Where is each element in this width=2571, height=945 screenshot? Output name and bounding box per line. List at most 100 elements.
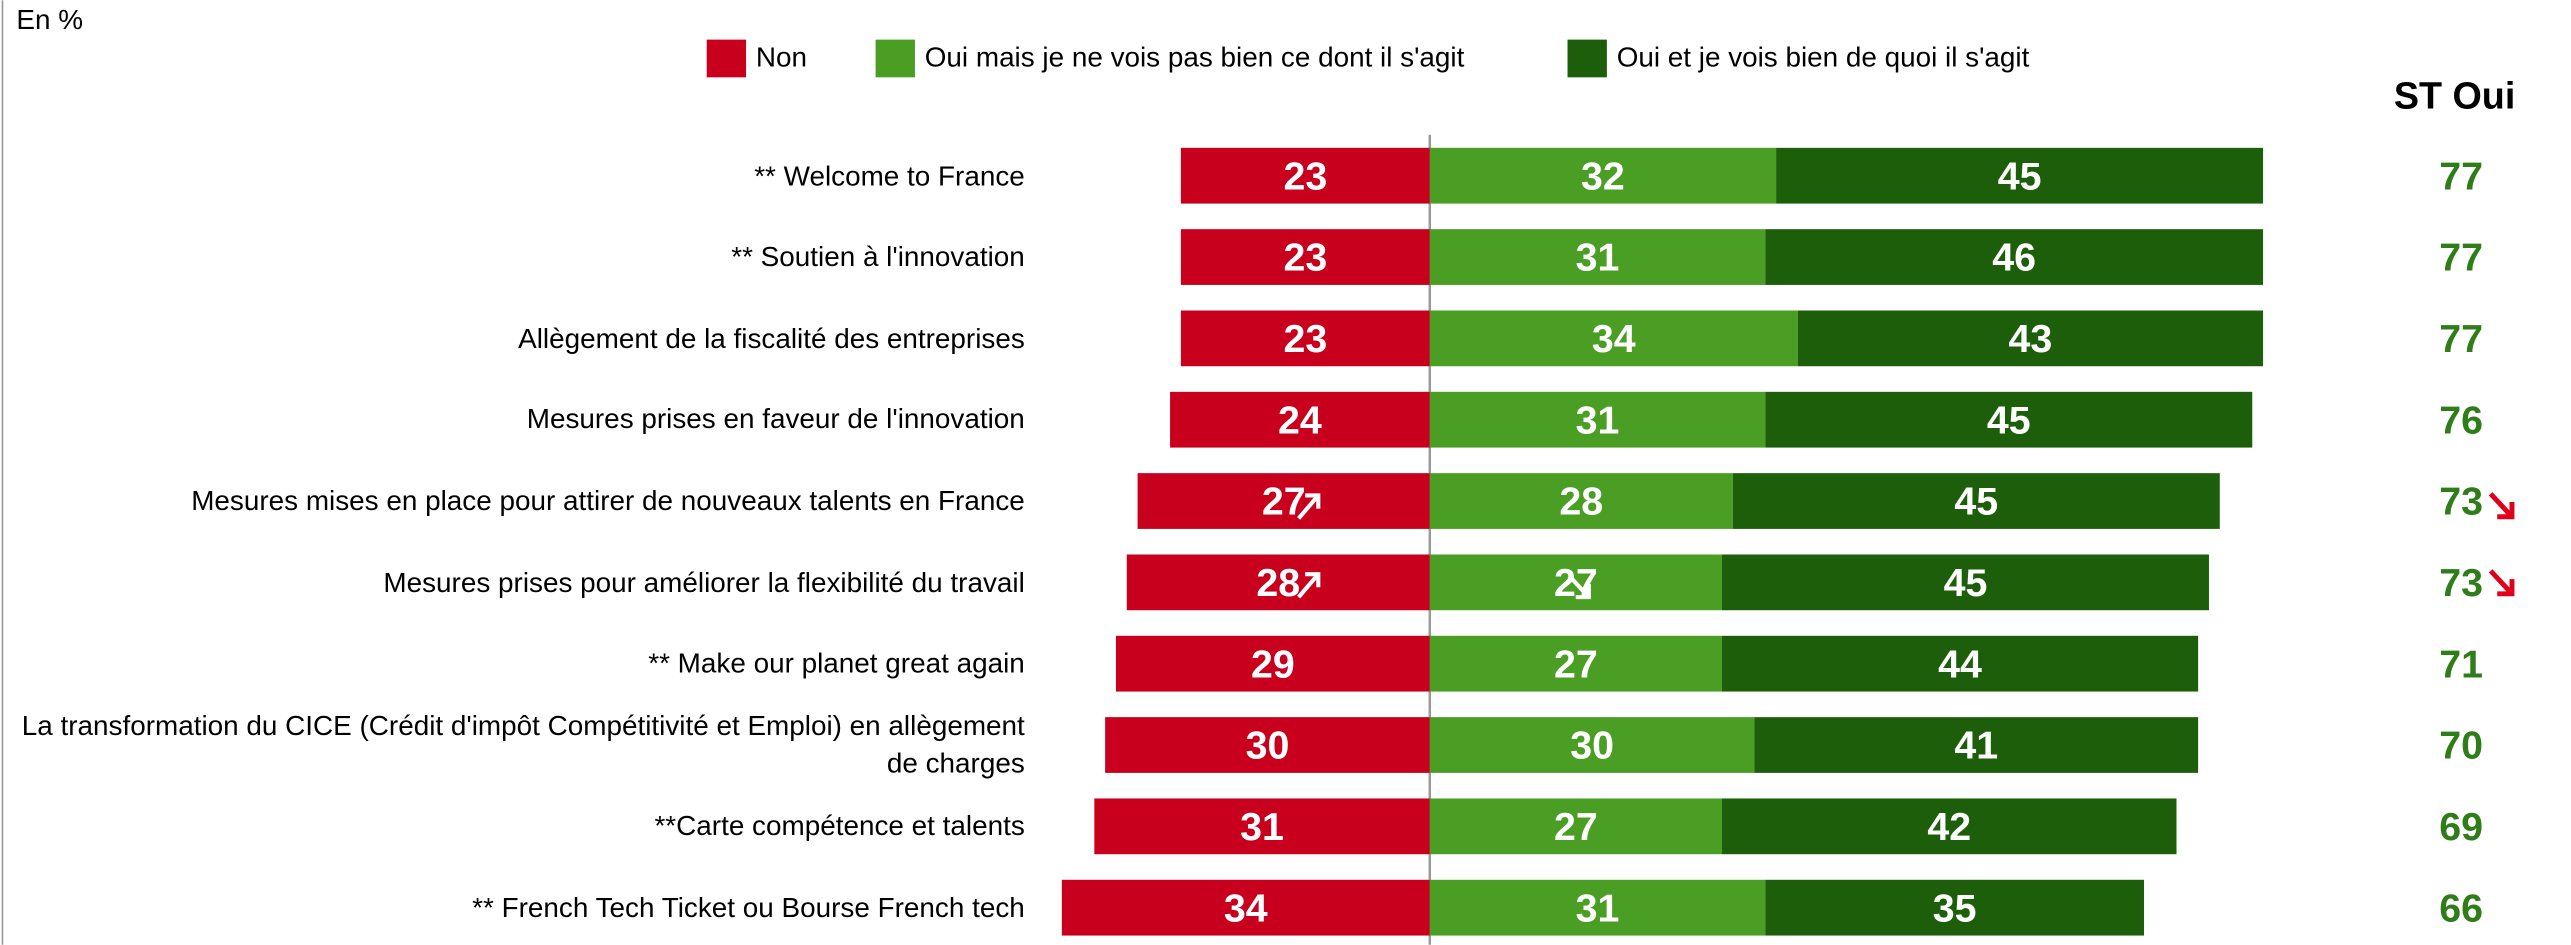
total-label: 73 <box>2439 480 2483 524</box>
total-label: 69 <box>2439 805 2483 849</box>
bar <box>1180 147 1430 204</box>
bar <box>1061 879 1430 936</box>
total-label: 70 <box>2439 724 2483 768</box>
bar <box>1429 310 1798 367</box>
bar <box>1732 473 2220 529</box>
category-label: La transformation du CICE (Crédit d'impô… <box>0 679 1025 810</box>
value-label: 28 <box>1256 561 1300 605</box>
value-label: 44 <box>1938 642 1982 686</box>
bar <box>1429 717 1755 773</box>
value-label: 42 <box>1927 805 1971 849</box>
category-text: ** French Tech Ticket ou Bourse French t… <box>0 842 1025 945</box>
category-text: ** Make our planet great again <box>0 598 1025 729</box>
value-label: 43 <box>2009 317 2053 361</box>
note: En % <box>16 4 83 35</box>
bar <box>1429 473 1733 529</box>
value-label: 45 <box>1944 561 1988 605</box>
category-label: ** Soutien à l'innovation <box>0 191 1025 322</box>
category-text: ** Soutien à l'innovation <box>0 191 1025 322</box>
bar <box>1180 229 1430 285</box>
category-label: Allègement de la fiscalité des entrepris… <box>0 273 1025 404</box>
value-label: 45 <box>1954 480 1998 524</box>
category-label: Mesures prises en faveur de l'innovation <box>0 354 1025 485</box>
bar <box>1126 554 1430 611</box>
value-label: 30 <box>1570 724 1614 768</box>
category-text: ** Welcome to France <box>0 110 1025 241</box>
bar <box>1721 635 2199 692</box>
total-label: 76 <box>2439 398 2483 442</box>
total-label: 77 <box>2439 154 2483 198</box>
bar <box>1721 798 2177 855</box>
category-text: Allègement de la fiscalité des entrepris… <box>0 273 1025 404</box>
category-span: ** Soutien à l'innovation <box>731 241 1025 273</box>
total-label: 77 <box>2439 236 2483 280</box>
bar <box>1105 717 1430 773</box>
value-label: 24 <box>1278 398 1322 442</box>
category-span: ** Make our planet great again <box>648 648 1025 680</box>
legend-swatch <box>875 39 915 78</box>
category-span: Mesures prises en faveur de l'innovation <box>526 404 1025 436</box>
value-label: 31 <box>1576 398 1620 442</box>
total-title: ST Oui <box>2394 75 2516 117</box>
category-span: Mesures prises pour améliorer la flexibi… <box>383 566 1025 598</box>
trend-down <box>2488 492 2515 520</box>
trend-up <box>1297 572 1321 599</box>
bar <box>1429 798 1722 855</box>
category-label: Mesures mises en place pour attirer de n… <box>0 435 1025 566</box>
trend-down <box>1567 574 1591 600</box>
category-text: Mesures mises en place pour attirer de n… <box>0 435 1025 566</box>
value-label: 27 <box>1554 642 1598 686</box>
bar <box>1797 310 2264 367</box>
category-span: ** French Tech Ticket ou Bourse French t… <box>472 892 1025 924</box>
total-label: 66 <box>2439 886 2483 930</box>
value-label: 46 <box>1992 236 2036 280</box>
total-label: 77 <box>2439 317 2483 361</box>
bar <box>1754 717 2199 773</box>
bar <box>1429 879 1766 936</box>
value-label: 34 <box>1224 886 1268 930</box>
bar <box>1765 879 2145 936</box>
bar <box>1115 635 1430 692</box>
value-label: 34 <box>1592 317 1636 361</box>
value-label: 23 <box>1283 154 1327 198</box>
value-label: 31 <box>1576 236 1620 280</box>
value-label: 23 <box>1283 236 1327 280</box>
bar <box>1180 310 1430 367</box>
category-label: Mesures prises pour améliorer la flexibi… <box>0 517 1025 648</box>
value-label: 23 <box>1283 317 1327 361</box>
legend-swatch <box>706 39 747 78</box>
bar <box>1776 147 2264 204</box>
bar <box>1429 391 1766 448</box>
value-label: 45 <box>1987 398 2031 442</box>
value-label: 31 <box>1576 886 1620 930</box>
category-text: Mesures prises pour améliorer la flexibi… <box>0 517 1025 648</box>
trend-up <box>1297 493 1321 520</box>
legend-label: Oui mais je ne vois pas bien ce dont il … <box>925 42 1465 73</box>
legend-swatch <box>1567 39 1607 78</box>
category-text: La transformation du CICE (Crédit d'impô… <box>0 679 1025 810</box>
category-text: Mesures prises en faveur de l'innovation <box>0 354 1025 485</box>
category-span: Allègement de la fiscalité des entrepris… <box>518 322 1025 354</box>
category-span: Mesures mises en place pour attirer de n… <box>191 485 1025 517</box>
category-span: **Carte compétence et talents <box>654 810 1025 842</box>
category-span: La transformation du CICE (Crédit d'impô… <box>21 710 1025 780</box>
value-label: 45 <box>1998 154 2042 198</box>
value-label: 30 <box>1246 724 1290 768</box>
value-label: 28 <box>1559 480 1603 524</box>
total-label: 71 <box>2439 642 2483 686</box>
category-label: **Carte compétence et talents <box>654 810 1025 842</box>
category-label: ** Make our planet great again <box>0 598 1025 729</box>
legend-label: Non <box>756 42 807 73</box>
bar <box>1170 391 1430 448</box>
bar <box>1429 229 1766 285</box>
bar <box>1094 798 1430 855</box>
trend-icons <box>1297 492 2515 600</box>
value-label: 35 <box>1933 886 1977 930</box>
total-label: 73 <box>2439 561 2483 605</box>
bar <box>1137 473 1430 529</box>
value-label: 31 <box>1240 805 1284 849</box>
bar <box>1429 635 1722 692</box>
bar <box>1429 147 1777 204</box>
category-label: ** French Tech Ticket ou Bourse French t… <box>0 842 1025 945</box>
